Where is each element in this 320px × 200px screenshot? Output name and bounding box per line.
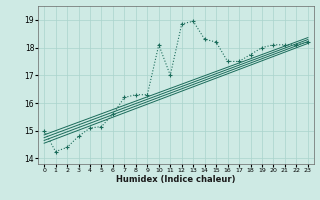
X-axis label: Humidex (Indice chaleur): Humidex (Indice chaleur) (116, 175, 236, 184)
